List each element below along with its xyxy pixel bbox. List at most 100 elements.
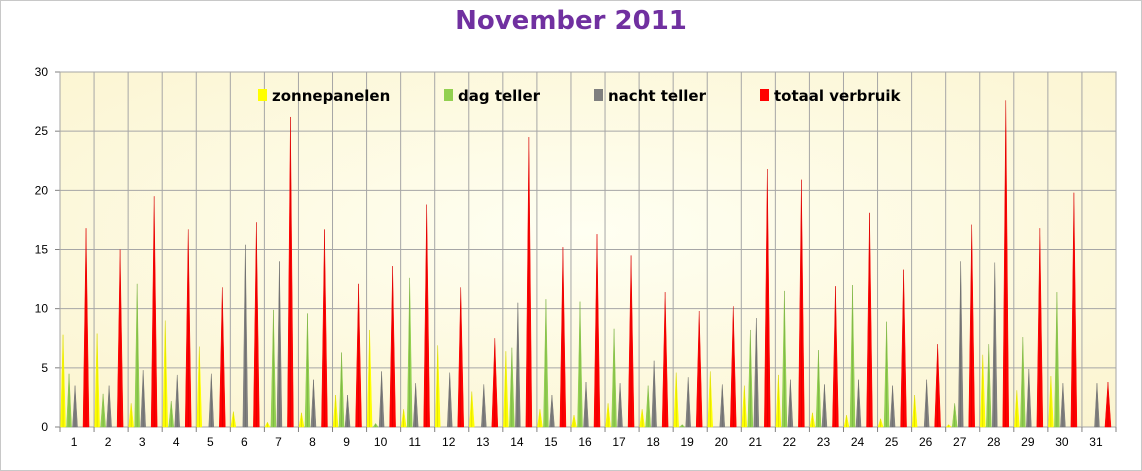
bar-dag-teller	[338, 352, 345, 428]
bar-totaal-verbruik	[116, 249, 124, 428]
bar-zonnepanelen	[1048, 375, 1054, 428]
y-tick-label: 5	[41, 361, 48, 375]
bar-zonnepanelen	[980, 354, 986, 428]
x-tick-label: 14	[510, 435, 524, 449]
bar-dag-teller	[986, 343, 992, 428]
bar-nacht-teller	[106, 385, 112, 428]
bar-zonnepanelen	[877, 418, 884, 428]
bar-zonnepanelen	[298, 412, 305, 428]
x-tick-label: 2	[105, 435, 112, 449]
bar-nacht-teller	[72, 385, 78, 428]
y-tick-label: 0	[41, 420, 48, 434]
bar-nacht-teller	[1026, 368, 1032, 428]
bar-zonnepanelen	[60, 334, 66, 428]
x-tick-label: 31	[1089, 435, 1103, 449]
x-tick-label: 20	[715, 435, 729, 449]
bar-nacht-teller	[481, 384, 487, 428]
bar-zonnepanelen	[809, 412, 816, 428]
bar-totaal-verbruik	[219, 287, 226, 428]
bar-zonnepanelen	[434, 345, 441, 428]
x-tick-label: 5	[207, 435, 214, 449]
bar-zonnepanelen	[537, 409, 543, 428]
bar-nacht-teller	[992, 262, 998, 428]
legend-swatch	[258, 89, 267, 101]
bar-nacht-teller	[685, 377, 691, 428]
bar-nacht-teller	[515, 302, 521, 428]
bar-totaal-verbruik	[457, 287, 464, 428]
bar-dag-teller	[168, 400, 174, 428]
bar-nacht-teller	[140, 369, 146, 428]
y-tick-label: 25	[35, 124, 49, 138]
bar-nacht-teller	[923, 379, 930, 428]
bar-totaal-verbruik	[423, 204, 430, 428]
bar-totaal-verbruik	[82, 227, 90, 428]
x-tick-label: 6	[241, 435, 248, 449]
bar-totaal-verbruik	[661, 291, 669, 428]
bar-totaal-verbruik	[1104, 381, 1112, 428]
bar-totaal-verbruik	[900, 269, 907, 428]
bar-zonnepanelen	[196, 346, 203, 428]
bar-dag-teller	[577, 301, 583, 428]
legend-label: zonnepanelen	[272, 87, 390, 105]
bar-dag-teller	[372, 423, 379, 428]
bar-dag-teller	[1054, 291, 1060, 428]
x-tick-label: 7	[275, 435, 282, 449]
bar-totaal-verbruik	[832, 285, 839, 428]
bar-nacht-teller	[787, 379, 794, 428]
bar-totaal-verbruik	[593, 233, 601, 428]
bar-dag-teller	[679, 424, 685, 428]
bar-zonnepanelen	[639, 409, 645, 428]
bar-zonnepanelen	[571, 414, 577, 428]
x-tick-label: 30	[1055, 435, 1069, 449]
bar-dag-teller	[304, 313, 311, 428]
bar-nacht-teller	[889, 385, 896, 428]
bar-nacht-teller	[719, 384, 726, 428]
x-tick-label: 24	[851, 435, 865, 449]
bar-zonnepanelen	[673, 372, 679, 428]
bar-totaal-verbruik	[798, 179, 805, 428]
bar-nacht-teller	[276, 261, 283, 428]
bar-nacht-teller	[617, 382, 623, 428]
bar-zonnepanelen	[911, 394, 918, 428]
bar-dag-teller	[543, 298, 549, 428]
bar-dag-teller	[815, 349, 822, 428]
bar-dag-teller	[951, 403, 958, 428]
bar-nacht-teller	[753, 317, 760, 428]
bar-zonnepanelen	[94, 333, 100, 428]
bar-totaal-verbruik	[1036, 227, 1044, 428]
bar-zonnepanelen	[366, 329, 373, 428]
x-tick-label: 11	[408, 435, 421, 449]
bar-zonnepanelen	[945, 424, 952, 428]
bar-totaal-verbruik	[764, 168, 771, 428]
legend-label: nacht teller	[608, 87, 707, 105]
bar-totaal-verbruik	[389, 265, 396, 428]
bar-zonnepanelen	[400, 409, 407, 428]
x-tick-label: 9	[343, 435, 350, 449]
bar-zonnepanelen	[332, 394, 339, 428]
bar-dag-teller	[406, 277, 413, 428]
bar-totaal-verbruik	[184, 229, 192, 428]
x-tick-label: 18	[646, 435, 660, 449]
bar-totaal-verbruik	[968, 224, 975, 428]
x-tick-label: 1	[71, 435, 78, 449]
x-tick-label: 15	[544, 435, 558, 449]
bar-nacht-teller	[855, 379, 862, 428]
x-tick-label: 27	[953, 435, 967, 449]
bar-zonnepanelen	[707, 371, 714, 428]
x-tick-label: 28	[987, 435, 1001, 449]
bar-totaal-verbruik	[1002, 100, 1010, 428]
legend-swatch	[594, 89, 603, 101]
x-tick-label: 8	[309, 435, 316, 449]
bar-nacht-teller	[651, 360, 657, 428]
bar-zonnepanelen	[1014, 390, 1020, 428]
bar-nacht-teller	[1060, 382, 1066, 428]
bar-dag-teller	[1020, 336, 1026, 428]
x-tick-label: 12	[442, 435, 456, 449]
x-tick-label: 21	[749, 435, 763, 449]
bar-dag-teller	[100, 393, 106, 428]
bar-totaal-verbruik	[253, 222, 260, 428]
x-tick-label: 4	[173, 435, 180, 449]
x-tick-label: 16	[578, 435, 592, 449]
bar-totaal-verbruik	[491, 338, 499, 428]
